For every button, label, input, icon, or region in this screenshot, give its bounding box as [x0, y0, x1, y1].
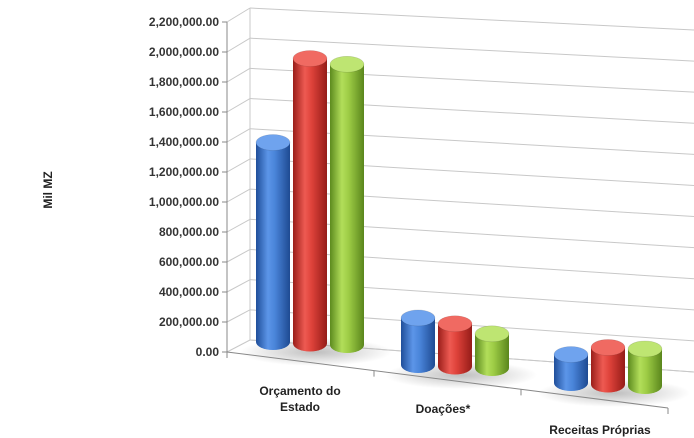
bar-top — [292, 50, 328, 67]
bar-top — [400, 309, 436, 327]
bar-body — [256, 142, 290, 350]
bars — [255, 50, 663, 394]
gridline-wall — [226, 7, 251, 23]
bar-body — [591, 347, 625, 393]
bar-body — [554, 354, 588, 391]
category-labels: Orçamento do Estado Doações* Receitas Própr… — [259, 384, 651, 437]
bar — [474, 325, 510, 376]
x-category-label: Estado — [280, 400, 320, 414]
gridline-wall — [226, 218, 251, 233]
x-category-label: Orçamento do — [259, 384, 340, 398]
bar-body — [293, 58, 327, 352]
gridline-wall — [226, 188, 251, 203]
gridline-wall — [226, 37, 251, 53]
bar-body — [475, 333, 509, 376]
y-tick-label: 1,800,000.00 — [149, 75, 219, 89]
bar-top — [590, 339, 626, 356]
bar-top — [329, 55, 365, 73]
bar-top — [553, 346, 589, 363]
bar — [553, 346, 589, 391]
bar-body — [438, 323, 472, 375]
y-axis-label: Mil MZ — [41, 171, 55, 208]
gridline-wall — [226, 279, 251, 293]
gridline-wall — [226, 67, 251, 83]
y-tick-label: 2,000,000.00 — [149, 45, 219, 59]
gridline-wall — [226, 158, 251, 173]
y-tick-labels: 0.00 200,000.00 400,000.00 600,000.00 800,00… — [149, 15, 219, 359]
y-tick-label: 1,600,000.00 — [149, 105, 219, 119]
y-tick-label: 200,000.00 — [159, 315, 219, 329]
bar — [590, 339, 626, 393]
bar-body — [401, 317, 435, 373]
x-category-label: Doações* — [416, 402, 471, 416]
bar-top — [474, 325, 510, 343]
y-tick-label: 400,000.00 — [159, 285, 219, 299]
bar — [255, 134, 291, 350]
gridline-wall — [226, 128, 251, 143]
bar-body — [330, 64, 364, 354]
bar-body — [628, 348, 662, 394]
bar — [329, 55, 365, 354]
y-tick-label: 1,000,000.00 — [149, 195, 219, 209]
gridline-wall — [226, 98, 251, 113]
bar — [627, 340, 663, 394]
bar — [400, 309, 436, 373]
y-tick-label: 1,400,000.00 — [149, 135, 219, 149]
gridline — [249, 7, 694, 31]
bar-top — [627, 340, 663, 358]
x-category-label: Receitas Próprias — [549, 423, 651, 437]
bar-top — [437, 315, 473, 333]
gridline-wall — [226, 309, 251, 323]
gridline — [249, 37, 694, 62]
gridline-wall — [226, 339, 251, 353]
bar — [437, 315, 473, 375]
y-tick-label: 800,000.00 — [159, 225, 219, 239]
bar — [292, 50, 328, 352]
gridline-wall — [226, 249, 251, 263]
y-tick-label: 2,200,000.00 — [149, 15, 219, 29]
y-tick-label: 0.00 — [196, 345, 220, 359]
y-tick-label: 1,200,000.00 — [149, 165, 219, 179]
y-tick-label: 600,000.00 — [159, 255, 219, 269]
bar-top — [255, 134, 291, 151]
